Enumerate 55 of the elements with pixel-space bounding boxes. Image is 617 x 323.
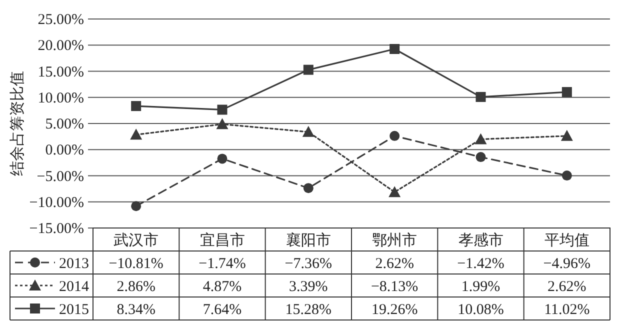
point [131, 201, 142, 212]
data-label: 2.86% [116, 279, 156, 295]
point [562, 87, 572, 98]
legend-label: 2014 [59, 279, 90, 295]
point [476, 92, 486, 102]
data-label: −10.81% [108, 256, 164, 272]
x-tick-label: 武汉市 [114, 232, 159, 249]
point [476, 152, 486, 162]
legend-label: 2013 [59, 256, 89, 272]
x-tick-label: 鄂州市 [372, 232, 418, 249]
point [560, 130, 573, 141]
point [303, 64, 314, 75]
point [390, 44, 400, 54]
y-tick-label: 10.00% [38, 90, 84, 106]
y-axis-title: 结余占筹资比值 [9, 71, 26, 176]
x-tick-label: 宜昌市 [200, 232, 245, 249]
data-label: −7.36% [284, 256, 332, 272]
point [131, 101, 142, 112]
y-tick-label: 20.00% [38, 38, 84, 54]
data-label: 7.64% [202, 302, 242, 318]
y-tick-label: 5.00% [45, 116, 84, 132]
point [217, 154, 228, 164]
legend-label: 2015 [59, 302, 89, 318]
y-tick-label: 15.00% [38, 64, 84, 80]
x-tick-label: 平均值 [544, 232, 590, 249]
data-label: 8.34% [116, 302, 156, 318]
point [303, 183, 314, 194]
y-tick-label: 25.00% [38, 12, 84, 28]
y-tick-label: −15.00% [29, 221, 84, 237]
data-label: −1.42% [457, 256, 504, 272]
data-label: 2.62% [375, 256, 414, 272]
y-tick-label: −10.00% [29, 194, 84, 211]
data-label: 3.39% [289, 279, 328, 295]
data-label: −8.13% [370, 279, 418, 295]
point [302, 126, 314, 137]
data-label: 4.87% [202, 279, 242, 295]
point [217, 104, 228, 115]
data-label: 10.08% [458, 302, 504, 318]
point [388, 186, 401, 198]
x-tick-label: 孝感市 [458, 232, 504, 249]
y-tick-label: −5.00% [36, 168, 84, 185]
data-label: 1.99% [461, 279, 500, 295]
data-label: −4.96% [543, 256, 591, 272]
point [216, 118, 228, 130]
data-label: −1.74% [198, 256, 246, 272]
y-tick-label: 0.00% [45, 142, 84, 159]
point [474, 133, 487, 144]
x-tick-label: 襄阳市 [286, 232, 331, 249]
data-label: 11.02% [544, 302, 590, 318]
point [130, 128, 142, 140]
point [562, 170, 572, 181]
point [390, 130, 400, 141]
data-label: 2.62% [548, 279, 586, 295]
data-label: 19.26% [371, 302, 418, 318]
data-label: 15.28% [285, 302, 332, 318]
